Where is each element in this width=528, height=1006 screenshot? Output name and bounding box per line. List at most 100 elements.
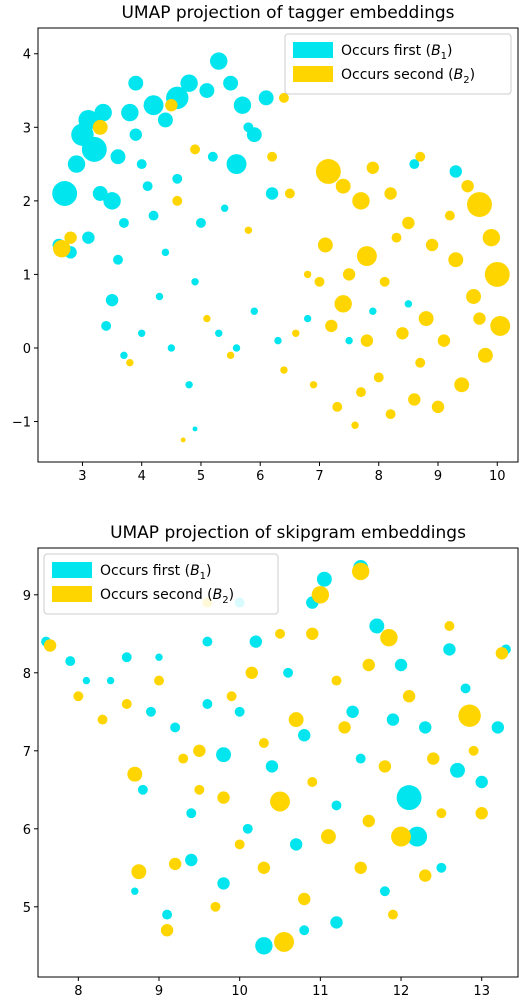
point-occurs-first [460, 683, 471, 694]
point-occurs-first [192, 426, 198, 432]
legend-label-second: Occurs second (B2) [341, 67, 475, 86]
point-occurs-first [491, 721, 505, 734]
point-occurs-first [265, 187, 279, 200]
point-occurs-second [415, 151, 426, 162]
point-occurs-second [437, 334, 451, 347]
point-occurs-second [43, 639, 57, 652]
point-occurs-second [226, 691, 237, 702]
point-occurs-first [283, 667, 294, 678]
y-tick-label: 2 [23, 195, 31, 210]
x-tick-label: 9 [155, 984, 163, 999]
point-occurs-second [298, 892, 311, 906]
point-occurs-first [120, 351, 128, 360]
point-occurs-first [255, 937, 273, 955]
point-occurs-second [97, 714, 108, 725]
point-occurs-second [444, 210, 455, 221]
y-tick-label: 1 [23, 268, 31, 283]
point-occurs-first [234, 706, 245, 717]
point-occurs-first [185, 381, 193, 389]
point-occurs-first [101, 320, 112, 331]
point-occurs-second [244, 226, 253, 234]
point-occurs-second [334, 295, 352, 313]
point-occurs-first [316, 571, 332, 587]
y-tick-label: −1 [12, 416, 31, 431]
y-tick-label: 9 [23, 589, 31, 604]
point-occurs-second [127, 766, 143, 782]
point-occurs-second [458, 704, 481, 727]
point-occurs-first [161, 248, 170, 257]
point-occurs-first [105, 293, 119, 307]
x-tick-label: 13 [473, 984, 490, 999]
point-occurs-second [362, 814, 375, 828]
point-occurs-second [275, 628, 285, 639]
point-occurs-first [217, 877, 230, 890]
point-occurs-second [379, 276, 390, 287]
point-occurs-second [396, 327, 409, 340]
point-occurs-first [121, 103, 139, 122]
chart-1: UMAP projection of tagger embeddings 3 4 5 6… [12, 3, 519, 484]
legend-box [284, 33, 512, 95]
point-occurs-second [351, 562, 370, 581]
points-layer [52, 52, 511, 443]
point-occurs-second [190, 144, 200, 155]
chart-2: UMAP projection of skipgram embeddings 8 9… [23, 523, 519, 999]
legend: Occurs first (B1) Occurs second (B2) [284, 33, 512, 95]
point-occurs-second [408, 393, 421, 406]
point-occurs-first [443, 643, 456, 656]
point-occurs-second [427, 752, 440, 765]
point-occurs-first [419, 721, 432, 734]
point-occurs-first [242, 823, 253, 834]
point-occurs-second [245, 666, 258, 679]
point-occurs-second [477, 347, 493, 363]
point-occurs-first [215, 329, 223, 337]
point-occurs-second [217, 791, 230, 804]
x-tick-label: 10 [489, 469, 506, 484]
legend: Occurs first (B1) Occurs second (B2) [43, 553, 279, 615]
point-occurs-second [436, 808, 447, 819]
point-occurs-first [52, 181, 78, 206]
point-occurs-first [162, 909, 173, 920]
point-occurs-second [356, 246, 377, 266]
point-occurs-first [199, 83, 215, 98]
point-occurs-second [360, 334, 374, 347]
point-occurs-second [172, 195, 183, 206]
point-occurs-first [136, 159, 147, 170]
point-occurs-second [288, 712, 304, 728]
x-tick-label: 4 [138, 469, 146, 484]
point-occurs-second [391, 826, 411, 847]
point-occurs-first [220, 204, 229, 212]
point-occurs-second [362, 658, 375, 672]
legend-box [43, 553, 279, 615]
point-occurs-second [317, 237, 333, 253]
point-occurs-first [233, 96, 252, 114]
point-occurs-second [315, 158, 341, 184]
point-occurs-second [303, 270, 312, 279]
point-occurs-first [170, 722, 181, 733]
point-occurs-first [94, 103, 112, 122]
point-occurs-first [346, 705, 359, 718]
point-occurs-first [436, 862, 447, 873]
x-tick-label: 8 [375, 469, 383, 484]
point-occurs-second [425, 238, 439, 252]
point-occurs-first [303, 314, 312, 323]
point-occurs-second [178, 753, 189, 764]
point-occurs-first [396, 785, 422, 811]
point-occurs-second [307, 777, 318, 787]
point-occurs-second [384, 187, 397, 200]
point-occurs-second [351, 421, 359, 429]
point-occurs-second [234, 839, 245, 850]
point-occurs-first [113, 254, 123, 265]
point-occurs-first [216, 747, 231, 763]
point-occurs-second [311, 586, 330, 604]
point-occurs-second [284, 188, 295, 199]
point-occurs-first [330, 916, 343, 929]
legend-label-first: Occurs first (B1) [341, 43, 453, 62]
point-occurs-first [118, 217, 129, 228]
point-occurs-second [402, 690, 416, 703]
plot-frame [37, 547, 519, 978]
point-occurs-second [373, 372, 384, 383]
point-occurs-second [154, 675, 164, 686]
point-occurs-first [191, 278, 199, 286]
point-occurs-second [466, 289, 482, 304]
point-occurs-second [64, 231, 77, 244]
